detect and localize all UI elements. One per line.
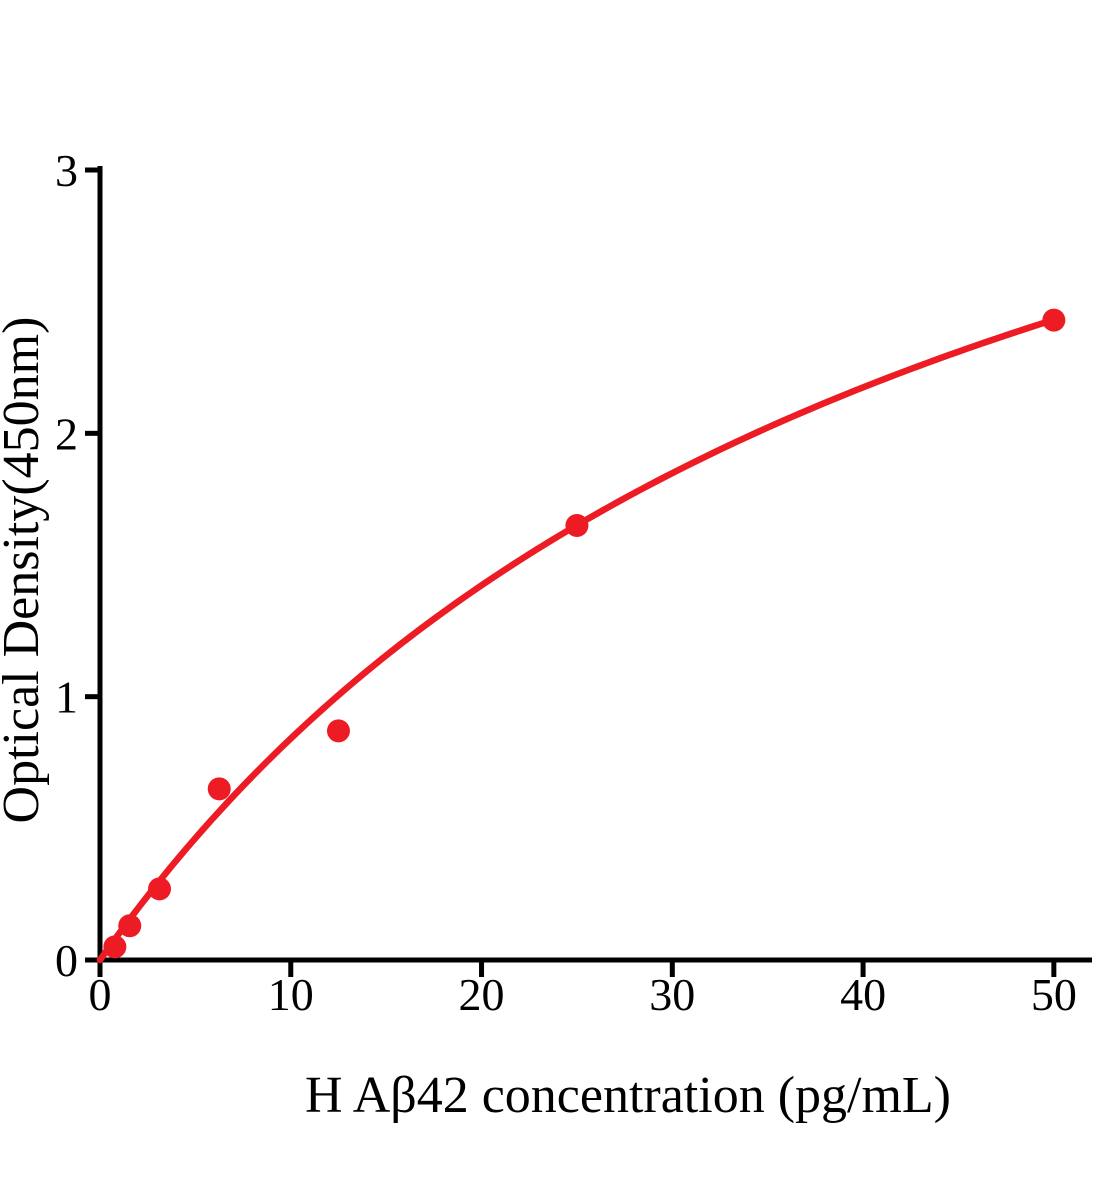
x-tick-label: 10	[268, 969, 314, 1020]
y-tick-label: 0	[55, 935, 78, 986]
x-axis-title: H Aβ42 concentration (pg/mL)	[305, 1067, 951, 1124]
x-tick-label: 40	[840, 969, 886, 1020]
y-tick-label: 2	[55, 408, 78, 459]
data-point	[1042, 308, 1066, 332]
y-tick-label: 3	[55, 145, 78, 196]
axis-ticks	[85, 167, 1057, 977]
x-tick-label: 30	[649, 969, 695, 1020]
data-points	[103, 308, 1066, 959]
x-tick-label: 50	[1031, 969, 1077, 1020]
data-point	[118, 914, 142, 938]
tick-labels: 0 10 20 30 40 50 0 1 2 3	[55, 145, 1077, 1020]
y-tick-label: 1	[55, 672, 78, 723]
data-point	[565, 514, 589, 537]
data-point	[207, 777, 231, 801]
axes	[97, 166, 1092, 963]
y-axis-title: Optical Density(450nm)	[0, 317, 50, 824]
data-point	[148, 877, 172, 901]
data-point	[326, 719, 350, 743]
fit-curve	[96, 316, 1058, 964]
x-tick-label: 0	[89, 969, 112, 1020]
data-point	[103, 935, 127, 959]
fit-curve-path	[96, 316, 1058, 964]
x-tick-label: 20	[459, 969, 505, 1020]
